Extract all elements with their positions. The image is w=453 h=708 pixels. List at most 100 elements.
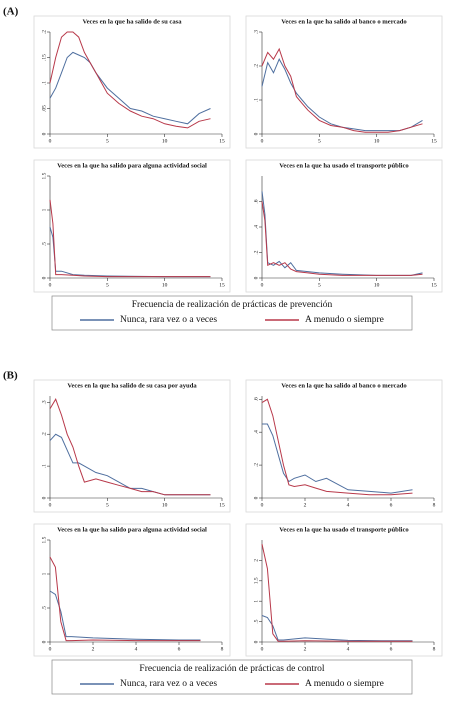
density-line (261, 47, 423, 133)
y-tick-label: 1 (41, 572, 47, 575)
y-tick-label: .15 (41, 54, 47, 61)
x-tick-label: 10 (374, 138, 380, 144)
y-tick-label: 0 (41, 496, 47, 499)
density-line (261, 615, 413, 642)
chart-title: Veces en la que ha salido de su casa (82, 19, 182, 26)
x-tick-label: 0 (261, 282, 264, 288)
y-tick-label: .2 (41, 30, 47, 34)
density-line (261, 201, 423, 276)
density-line (49, 199, 211, 278)
density-line (49, 398, 211, 496)
chart-frame (245, 523, 443, 657)
density-line (261, 58, 423, 132)
x-tick-label: 10 (162, 502, 168, 508)
chart-title: Veces en la que ha salido al banco o mer… (281, 383, 407, 390)
y-tick-label: 2 (253, 559, 259, 562)
y-tick-label: 0 (253, 132, 259, 135)
x-tick-label: 8 (433, 646, 436, 652)
y-tick-label: .6 (253, 397, 259, 401)
x-tick-label: 5 (106, 282, 109, 288)
density-line (261, 543, 413, 642)
chart-title: Veces en la que ha salido para alguna ac… (57, 527, 207, 534)
y-tick-label: 1 (253, 600, 259, 603)
y-tick-label: .2 (41, 432, 47, 436)
density-line (49, 51, 211, 125)
x-tick-label: 6 (390, 646, 393, 652)
y-tick-label: .1 (253, 98, 259, 102)
chart-frame (245, 159, 443, 293)
legend-label: A menudo o siempre (305, 315, 384, 325)
y-tick-label: .5 (41, 606, 47, 610)
legend-label: Nunca, rara vez o a veces (120, 679, 217, 689)
y-tick-label: 1.5 (41, 172, 47, 179)
y-tick-label: .2 (253, 463, 259, 467)
x-tick-label: 2 (304, 502, 307, 508)
x-tick-label: 4 (135, 646, 138, 652)
chart-frame (33, 15, 231, 149)
x-tick-label: 6 (178, 646, 181, 652)
x-tick-label: 5 (106, 502, 109, 508)
legend-label: Nunca, rara vez o a veces (120, 315, 217, 325)
y-tick-label: 0 (41, 132, 47, 135)
x-tick-label: 15 (431, 282, 437, 288)
y-tick-label: 0 (253, 496, 259, 499)
y-tick-label: .6 (253, 199, 259, 203)
x-tick-label: 10 (162, 282, 168, 288)
x-tick-label: 10 (162, 138, 168, 144)
chart-frame (33, 379, 231, 513)
x-tick-label: 0 (49, 502, 52, 508)
x-tick-label: 15 (219, 138, 225, 144)
density-line (261, 398, 413, 496)
legend-box (51, 295, 413, 331)
y-tick-label: .5 (253, 619, 259, 623)
y-tick-label: .1 (41, 81, 47, 85)
y-tick-label: .05 (41, 105, 47, 112)
legend-label: A menudo o siempre (305, 679, 384, 689)
density-line (49, 556, 201, 642)
x-tick-label: 15 (431, 138, 437, 144)
panel-label: (B) (3, 370, 18, 382)
y-tick-label: 0 (253, 276, 259, 279)
chart-title: Veces en la que ha salido de su casa por… (67, 383, 197, 390)
x-tick-label: 0 (49, 282, 52, 288)
x-tick-label: 5 (318, 138, 321, 144)
x-tick-label: 2 (304, 646, 307, 652)
x-tick-label: 0 (261, 646, 264, 652)
x-tick-label: 10 (374, 282, 380, 288)
x-tick-label: 8 (221, 646, 224, 652)
legend-box (51, 659, 413, 695)
legend-title: Frecuencia de realización de prácticas d… (139, 664, 325, 674)
x-tick-label: 0 (49, 138, 52, 144)
x-tick-label: 15 (219, 502, 225, 508)
y-tick-label: .4 (253, 225, 259, 229)
x-tick-label: 0 (261, 502, 264, 508)
y-tick-label: 0 (41, 640, 47, 643)
y-tick-label: .4 (253, 430, 259, 434)
y-tick-label: 0 (41, 276, 47, 279)
density-line (262, 423, 413, 494)
chart-title: Veces en la que ha salido para alguna ac… (57, 163, 207, 170)
chart-title: Veces en la que ha usado el transporte p… (279, 163, 409, 170)
chart-frame (33, 523, 231, 657)
x-tick-label: 6 (390, 502, 393, 508)
y-tick-label: .3 (253, 30, 259, 34)
x-tick-label: 15 (219, 282, 225, 288)
x-tick-label: 0 (49, 646, 52, 652)
chart-frame (245, 15, 443, 149)
x-tick-label: 5 (318, 282, 321, 288)
x-tick-label: 4 (347, 502, 350, 508)
chart-frame (33, 159, 231, 293)
x-tick-label: 2 (92, 646, 95, 652)
y-tick-label: 1.5 (253, 577, 259, 584)
x-tick-label: 0 (261, 138, 264, 144)
y-tick-label: .1 (41, 464, 47, 468)
chart-title: Veces en la que ha usado el transporte p… (279, 527, 409, 534)
density-line (49, 590, 201, 641)
x-tick-label: 8 (433, 502, 436, 508)
density-line (49, 31, 211, 129)
y-tick-label: .5 (41, 242, 47, 246)
panel-label: (A) (3, 6, 19, 18)
y-tick-label: 1.5 (41, 536, 47, 543)
